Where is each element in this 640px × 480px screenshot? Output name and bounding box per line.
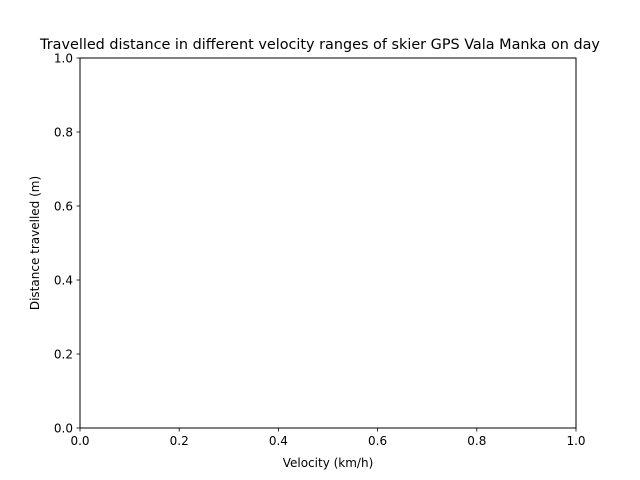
x-tick-label: 0.8	[467, 434, 486, 448]
y-tick-label: 1.0	[54, 52, 73, 66]
x-ticks-group: 0.0 0.2 0.4 0.6 0.8 1.0	[70, 428, 586, 448]
x-axis-label: Velocity (km/h)	[283, 456, 374, 470]
y-tick-label: 0.4	[54, 274, 73, 288]
axes-group	[79, 57, 577, 429]
y-tick-label: 0.2	[54, 348, 73, 362]
x-tick-label: 0.4	[269, 434, 288, 448]
chart-title: Travelled distance in different velocity…	[39, 37, 600, 53]
x-tick-label: 1.0	[566, 434, 585, 448]
x-tick-label: 0.6	[368, 434, 387, 448]
y-tick-label: 0.8	[54, 126, 73, 140]
y-axis-label: Distance travelled (m)	[28, 176, 42, 310]
y-tick-label: 0.6	[54, 200, 73, 214]
x-tick-label: 0.0	[70, 434, 89, 448]
plot-frame	[79, 57, 577, 429]
y-ticks-group: 0.0 0.2 0.4 0.6 0.8 1.0	[54, 52, 80, 436]
y-tick-label: 0.0	[54, 422, 73, 436]
x-tick-label: 0.2	[170, 434, 189, 448]
